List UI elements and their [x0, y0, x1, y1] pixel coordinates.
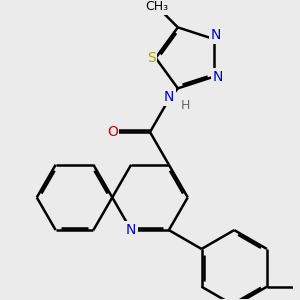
Text: N: N [213, 70, 224, 84]
Text: S: S [147, 51, 155, 65]
Text: N: N [164, 91, 174, 104]
Text: N: N [126, 223, 136, 237]
Text: CH₃: CH₃ [146, 0, 169, 13]
Text: H: H [181, 98, 190, 112]
Text: O: O [107, 125, 118, 139]
Text: N: N [210, 28, 221, 42]
